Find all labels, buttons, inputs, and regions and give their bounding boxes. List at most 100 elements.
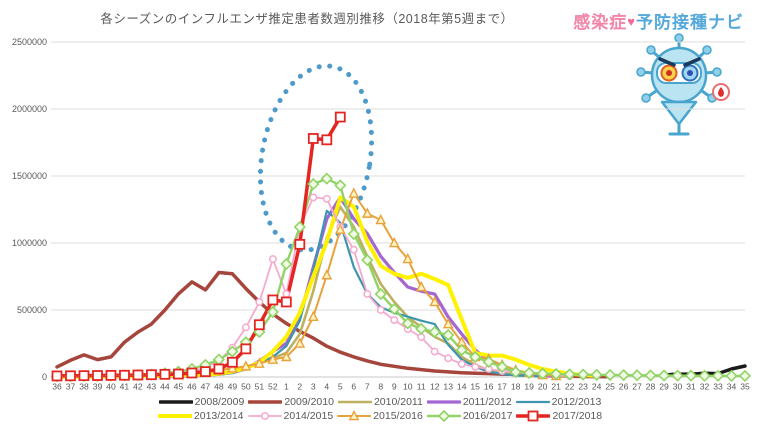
x-tick-label: 13: [443, 382, 453, 392]
logo-text-infection: 感染症: [573, 13, 628, 32]
legend-glyph: [337, 400, 372, 404]
x-tick-label: 5: [338, 382, 343, 392]
legend-glyph: [247, 412, 282, 420]
legend-label: 2011/2012: [462, 396, 512, 408]
series-line-2009-2010: [55, 270, 612, 379]
x-tick-label: 26: [619, 382, 629, 392]
x-tick-label: 49: [228, 382, 238, 392]
chart-legend: 2008/2009 2009/2010 2010/2011 2011/2012 2012…: [0, 396, 760, 422]
x-tick-label: 36: [52, 382, 62, 392]
x-tick-label: 44: [160, 382, 170, 392]
legend-label: 2009/2010: [284, 396, 334, 408]
x-tick-label: 52: [268, 382, 278, 392]
x-tick-label: 11: [417, 382, 426, 392]
legend-label: 2015/2016: [373, 410, 423, 422]
x-tick-label: 3: [311, 382, 316, 392]
series-line-2016-2017: [55, 177, 747, 378]
x-tick-label: 39: [93, 382, 103, 392]
legend-item-2015-2016: 2015/2016: [337, 410, 423, 422]
x-tick-label: 4: [324, 382, 329, 392]
legend-item-2011-2012: 2011/2012: [426, 396, 512, 408]
legend-item-2013-2014: 2013/2014: [157, 410, 244, 422]
x-tick-label: 51: [255, 382, 265, 392]
legend-label: 2012/2013: [551, 396, 602, 408]
x-tick-label: 25: [605, 382, 615, 392]
x-tick-label: 9: [392, 382, 397, 392]
x-tick-label: 16: [484, 382, 494, 392]
legend-glyph: [426, 410, 461, 422]
x-tick-label: 48: [214, 382, 224, 392]
y-tick-label: 0: [42, 372, 47, 382]
legend-row: 2013/2014 2014/2015 2015/2016 2016/2017 2017…: [157, 410, 602, 422]
y-tick-label: 2500000: [12, 37, 47, 47]
legend-item-2016-2017: 2016/2017: [426, 410, 513, 422]
y-tick-label: 2000000: [12, 104, 47, 114]
x-tick-label: 2: [297, 382, 302, 392]
x-tick-label: 7: [365, 382, 370, 392]
x-tick-label: 19: [524, 382, 534, 392]
legend-glyph: [158, 400, 193, 404]
x-tick-label: 15: [470, 382, 480, 392]
x-tick-label: 33: [713, 382, 723, 392]
legend-label: 2010/2011: [373, 396, 423, 408]
x-tick-label: 29: [659, 382, 669, 392]
x-tick-label: 30: [673, 382, 683, 392]
legend-glyph: [516, 410, 551, 422]
x-tick-label: 24: [592, 382, 602, 392]
x-tick-label: 31: [686, 382, 696, 392]
x-tick-label: 12: [430, 382, 440, 392]
x-tick-label: 28: [646, 382, 656, 392]
x-tick-label: 23: [578, 382, 588, 392]
y-tick-label: 500000: [17, 305, 47, 315]
x-tick-label: 47: [201, 382, 211, 392]
legend-label: 2016/2017: [462, 410, 513, 422]
series-markers-2015-2016: [51, 187, 562, 381]
logo-text-vaccine-navi: 予防接種ナビ: [636, 13, 744, 32]
legend-item-2017-2018: 2017/2018: [516, 410, 602, 422]
x-tick-label: 37: [66, 382, 76, 392]
x-tick-label: 14: [457, 382, 467, 392]
x-tick-label: 21: [551, 382, 561, 392]
x-tick-label: 38: [79, 382, 89, 392]
legend-label: 2014/2015: [283, 410, 334, 422]
legend-item-2008-2009: 2008/2009: [158, 396, 245, 408]
x-tick-label: 42: [133, 382, 143, 392]
series-line-2015-2016: [56, 192, 558, 378]
x-tick-label: 22: [565, 382, 575, 392]
x-tick-label: 40: [106, 382, 116, 392]
legend-glyph: [515, 400, 550, 404]
x-tick-label: 18: [511, 382, 521, 392]
legend-glyph: [426, 400, 461, 404]
legend-glyph: [248, 400, 283, 404]
legend-item-2014-2015: 2014/2015: [247, 410, 334, 422]
x-tick-label: 46: [187, 382, 197, 392]
y-tick-label: 1000000: [12, 238, 47, 248]
series-line-2010-2011: [55, 205, 571, 378]
x-tick-label: 41: [120, 382, 130, 392]
site-logo: 感染症♥予防接種ナビ: [573, 8, 744, 33]
x-tick-label: 6: [351, 382, 356, 392]
x-tick-label: 32: [700, 382, 710, 392]
virus-mascot-icon: [636, 33, 730, 136]
legend-label: 2008/2009: [194, 396, 245, 408]
legend-label: 2017/2018: [552, 410, 603, 422]
x-tick-label: 45: [174, 382, 184, 392]
legend-row: 2008/2009 2009/2010 2010/2011 2011/2012 2012…: [158, 396, 602, 408]
x-tick-label: 17: [497, 382, 507, 392]
series-markers-2017-2018: [51, 111, 346, 382]
legend-label: 2013/2014: [193, 410, 244, 422]
x-tick-label: 35: [740, 382, 750, 392]
legend-item-2012-2013: 2012/2013: [515, 396, 602, 408]
y-tick-label: 1500000: [12, 171, 47, 181]
x-tick-label: 8: [378, 382, 383, 392]
series-line-2017-2018: [55, 115, 343, 378]
chart-title: 各シーズンのインフルエンザ推定患者数週別推移（2018年第5週まで）: [100, 12, 514, 26]
heart-icon: ♥: [627, 14, 636, 29]
x-tick-label: 10: [403, 382, 413, 392]
x-tick-label: 27: [632, 382, 642, 392]
x-tick-label: 43: [147, 382, 157, 392]
x-tick-label: 50: [241, 382, 251, 392]
legend-item-2010-2011: 2010/2011: [337, 396, 423, 408]
